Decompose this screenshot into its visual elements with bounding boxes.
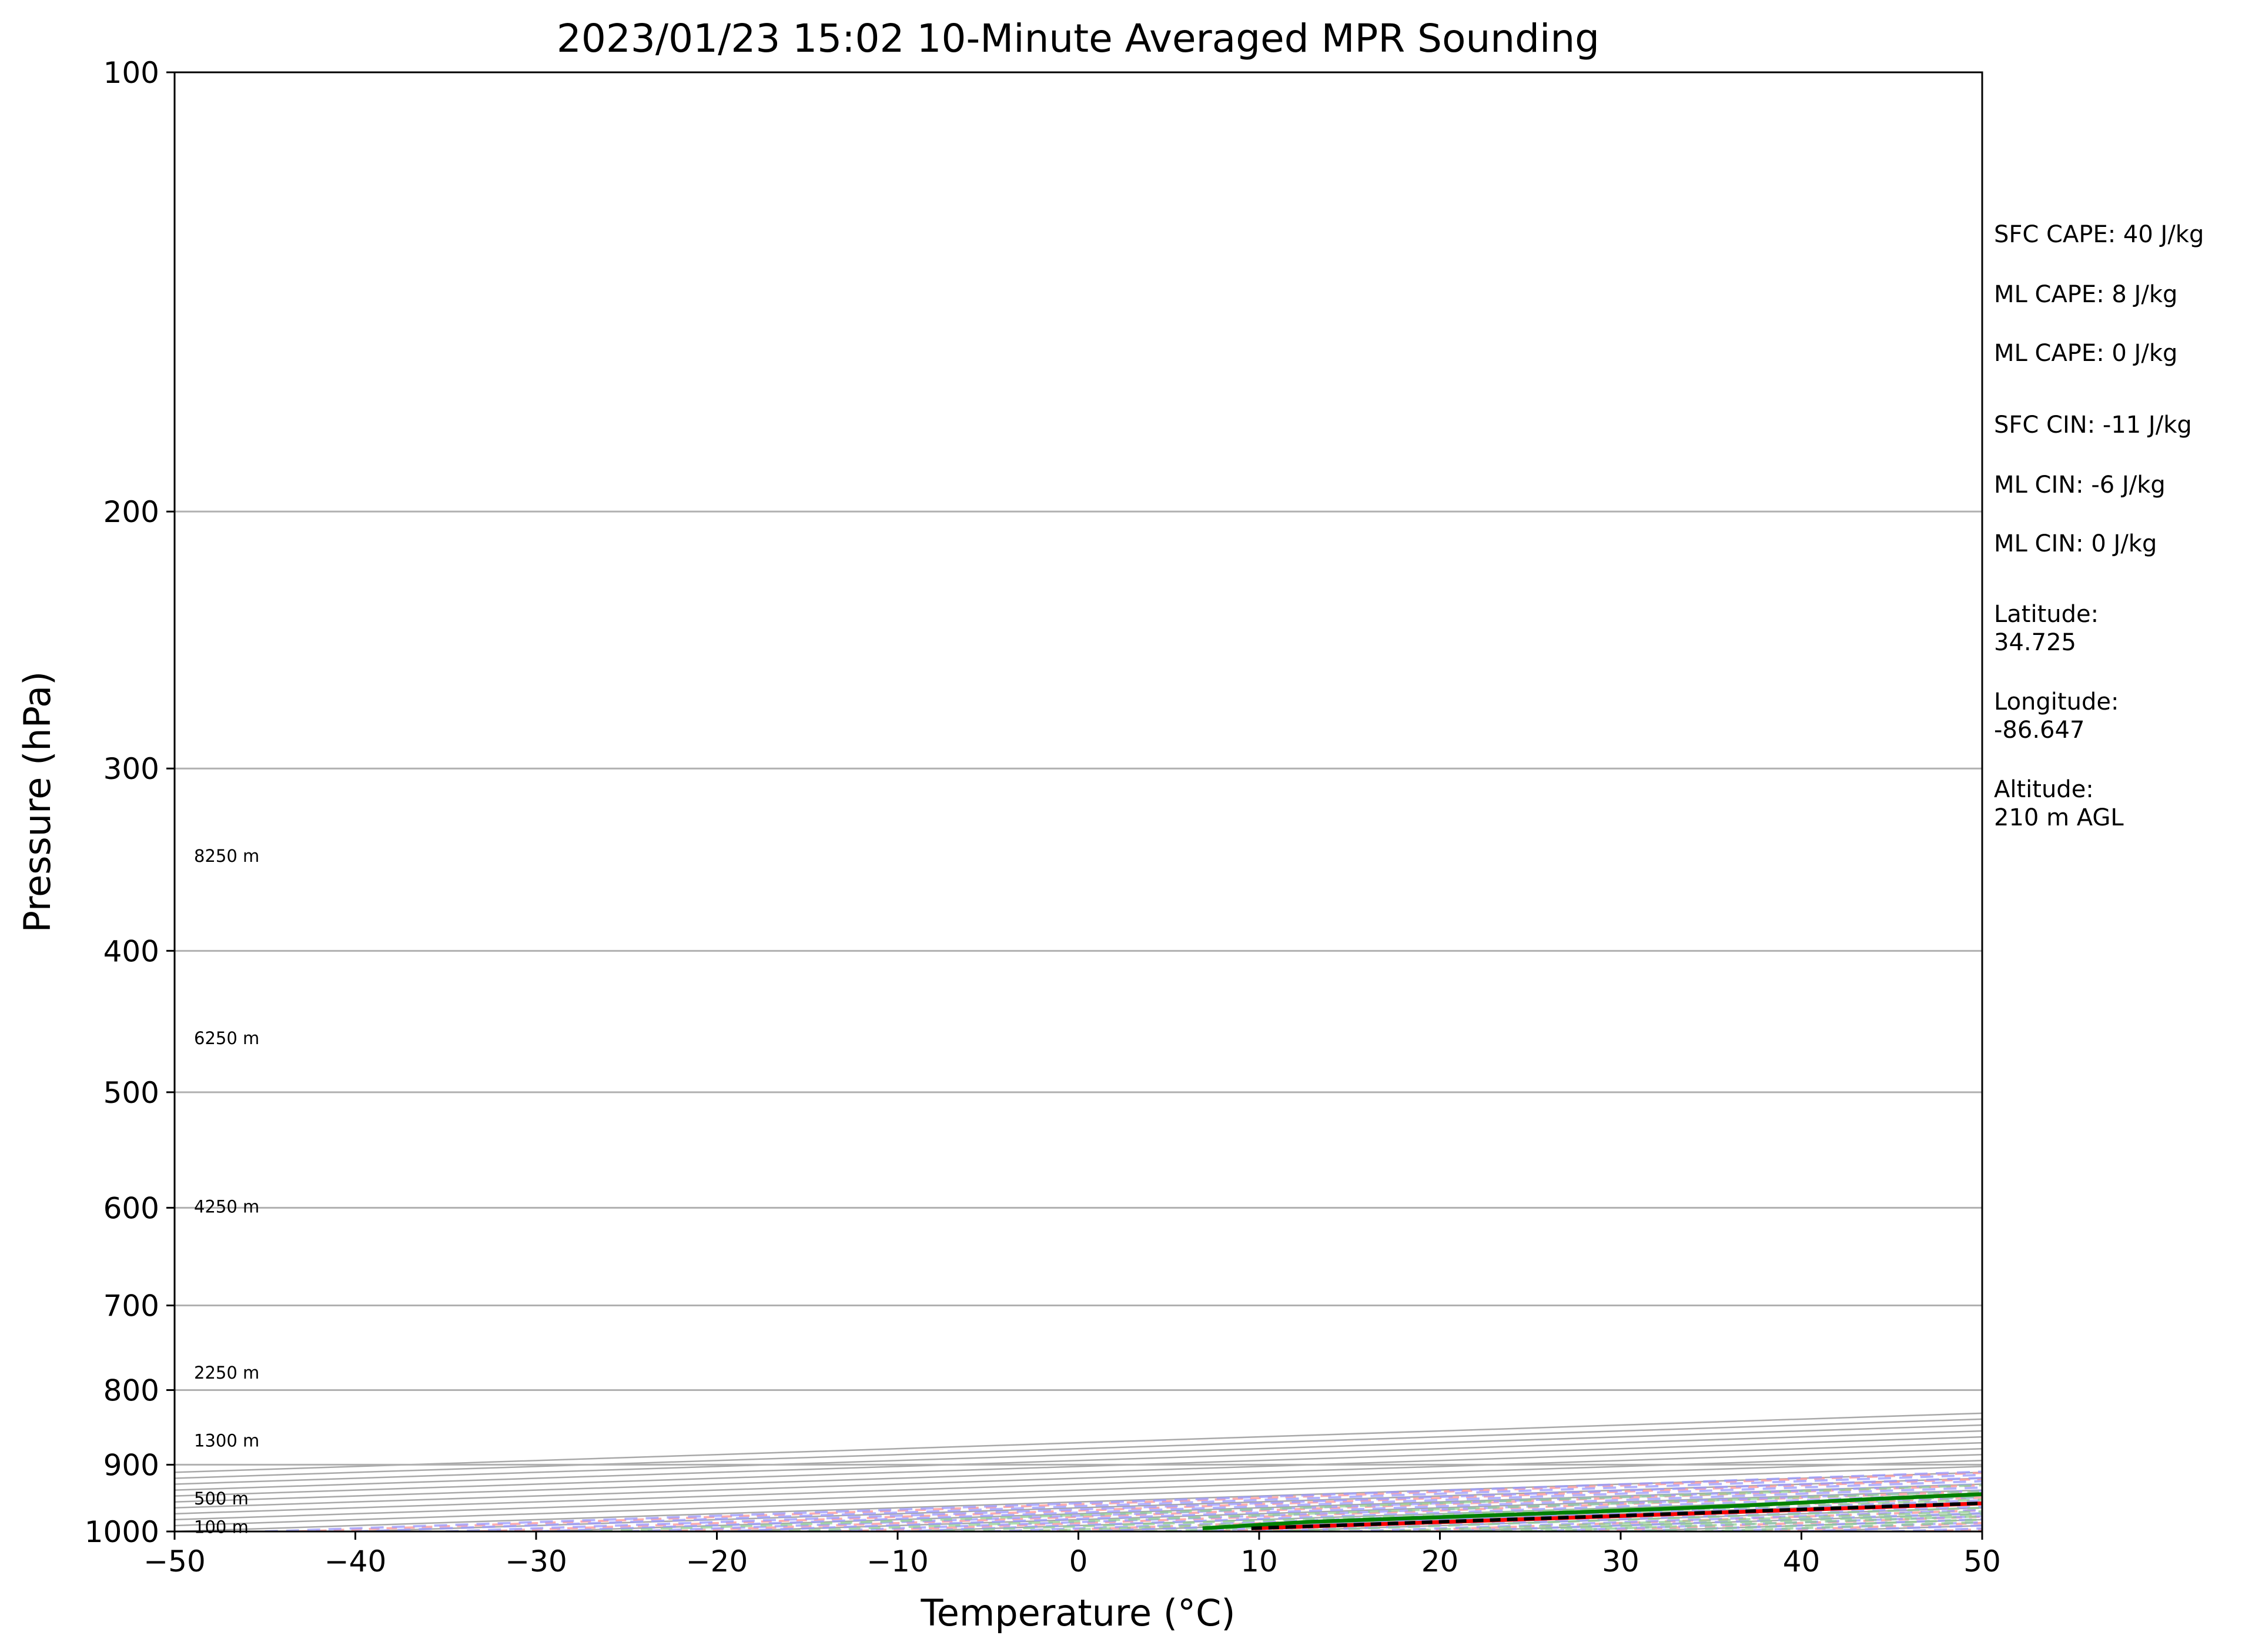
isotherm bbox=[175, 1454, 1982, 1515]
x-tick-label: −10 bbox=[866, 1544, 929, 1579]
x-tick-label: −30 bbox=[505, 1544, 567, 1579]
height-label: 1300 m bbox=[194, 1430, 259, 1450]
sounding-parameter: ML CAPE: 8 J/kg bbox=[1994, 281, 2177, 308]
y-tick-label: 500 bbox=[103, 1076, 159, 1110]
y-axis-label: Pressure (hPa) bbox=[16, 671, 59, 933]
y-tick-label: 100 bbox=[103, 56, 159, 90]
isotherm bbox=[175, 1436, 1982, 1497]
x-axis-ticks: −50 −40 −30 −20 −10 0 10 20 30 40 50 bbox=[143, 1531, 2001, 1579]
x-axis-label: Temperature (°C) bbox=[920, 1591, 1235, 1634]
x-tick-label: 50 bbox=[1963, 1544, 2001, 1579]
dry-adiabat bbox=[298, 1472, 1982, 1531]
isotherm bbox=[175, 1442, 1982, 1503]
y-tick-label: 200 bbox=[103, 495, 159, 529]
isotherm bbox=[175, 1460, 1982, 1521]
isotherm bbox=[175, 1447, 1982, 1509]
height-labels: 100 m 500 m 1300 m 2250 m 4250 m 6250 m 8250 m bbox=[194, 846, 259, 1537]
isotherm bbox=[175, 1412, 1982, 1473]
moist-adiabat bbox=[265, 1470, 1982, 1531]
x-tick-label: 40 bbox=[1783, 1544, 1821, 1579]
mixing-ratio-line bbox=[580, 1484, 1982, 1531]
x-tick-label: −20 bbox=[686, 1544, 748, 1579]
pressure-gridlines bbox=[175, 71, 1982, 1533]
sounding-parameter: ML CIN: 0 J/kg bbox=[1994, 530, 2157, 557]
sounding-parameter: ML CAPE: 0 J/kg bbox=[1994, 340, 2177, 367]
isotherm bbox=[175, 1424, 1982, 1485]
height-label: 6250 m bbox=[194, 1028, 259, 1048]
chart-title: 2023/01/23 15:02 10-Minute Averaged MPR … bbox=[557, 16, 1599, 61]
background-lines bbox=[175, 1412, 1982, 1531]
moist-adiabat bbox=[446, 1476, 1982, 1531]
dry-adiabat bbox=[479, 1477, 1982, 1531]
sounding-parameter: Longitude: -86.647 bbox=[1994, 688, 2119, 744]
moist-adiabat bbox=[355, 1473, 1982, 1531]
height-label: 500 m bbox=[194, 1489, 249, 1509]
isotherm bbox=[175, 1472, 1982, 1531]
x-tick-label: −40 bbox=[324, 1544, 387, 1579]
x-tick-label: 30 bbox=[1602, 1544, 1639, 1579]
y-tick-label: 600 bbox=[103, 1191, 159, 1225]
y-tick-label: 1000 bbox=[85, 1515, 159, 1549]
isotherm bbox=[175, 1466, 1982, 1527]
sounding-parameter: ML CIN: -6 J/kg bbox=[1994, 471, 2166, 499]
isotherm bbox=[536, 1483, 1982, 1531]
sounding-parameter: SFC CIN: -11 J/kg bbox=[1994, 412, 2192, 439]
y-tick-label: 700 bbox=[103, 1289, 159, 1323]
sounding-parameters: SFC CAPE: 40 J/kg ML CAPE: 8 J/kg ML CAPE:… bbox=[1994, 221, 2204, 831]
sounding-curves bbox=[1202, 1492, 1982, 1530]
isotherm bbox=[355, 1477, 1982, 1531]
plot-frame bbox=[173, 71, 1983, 1533]
dewpoint-line bbox=[1202, 1492, 1982, 1530]
x-tick-label: −50 bbox=[143, 1544, 206, 1579]
height-label: 8250 m bbox=[194, 846, 259, 866]
y-tick-label: 800 bbox=[103, 1373, 159, 1407]
mixing-ratio-line bbox=[768, 1490, 1982, 1531]
sounding-parameter: Latitude: 34.725 bbox=[1994, 601, 2099, 656]
height-label: 4250 m bbox=[194, 1196, 259, 1216]
height-label: 2250 m bbox=[194, 1363, 259, 1383]
y-axis-ticks: 1000 900 800 700 600 500 400 300 200 100 bbox=[85, 56, 175, 1549]
isotherm bbox=[175, 1418, 1982, 1479]
x-tick-label: 0 bbox=[1069, 1544, 1088, 1579]
x-tick-label: 10 bbox=[1240, 1544, 1278, 1579]
y-tick-label: 400 bbox=[103, 934, 159, 968]
isotherm bbox=[175, 1430, 1982, 1491]
mixing-ratio-line bbox=[1525, 1515, 1982, 1531]
y-tick-label: 900 bbox=[103, 1448, 159, 1482]
y-tick-label: 300 bbox=[103, 752, 159, 786]
x-tick-label: 20 bbox=[1421, 1544, 1459, 1579]
height-label: 100 m bbox=[194, 1517, 249, 1537]
sounding-parameter: SFC CAPE: 40 J/kg bbox=[1994, 221, 2204, 248]
moist-adiabat bbox=[536, 1480, 1982, 1531]
sounding-parameter: Altitude: 210 m AGL bbox=[1994, 776, 2124, 831]
